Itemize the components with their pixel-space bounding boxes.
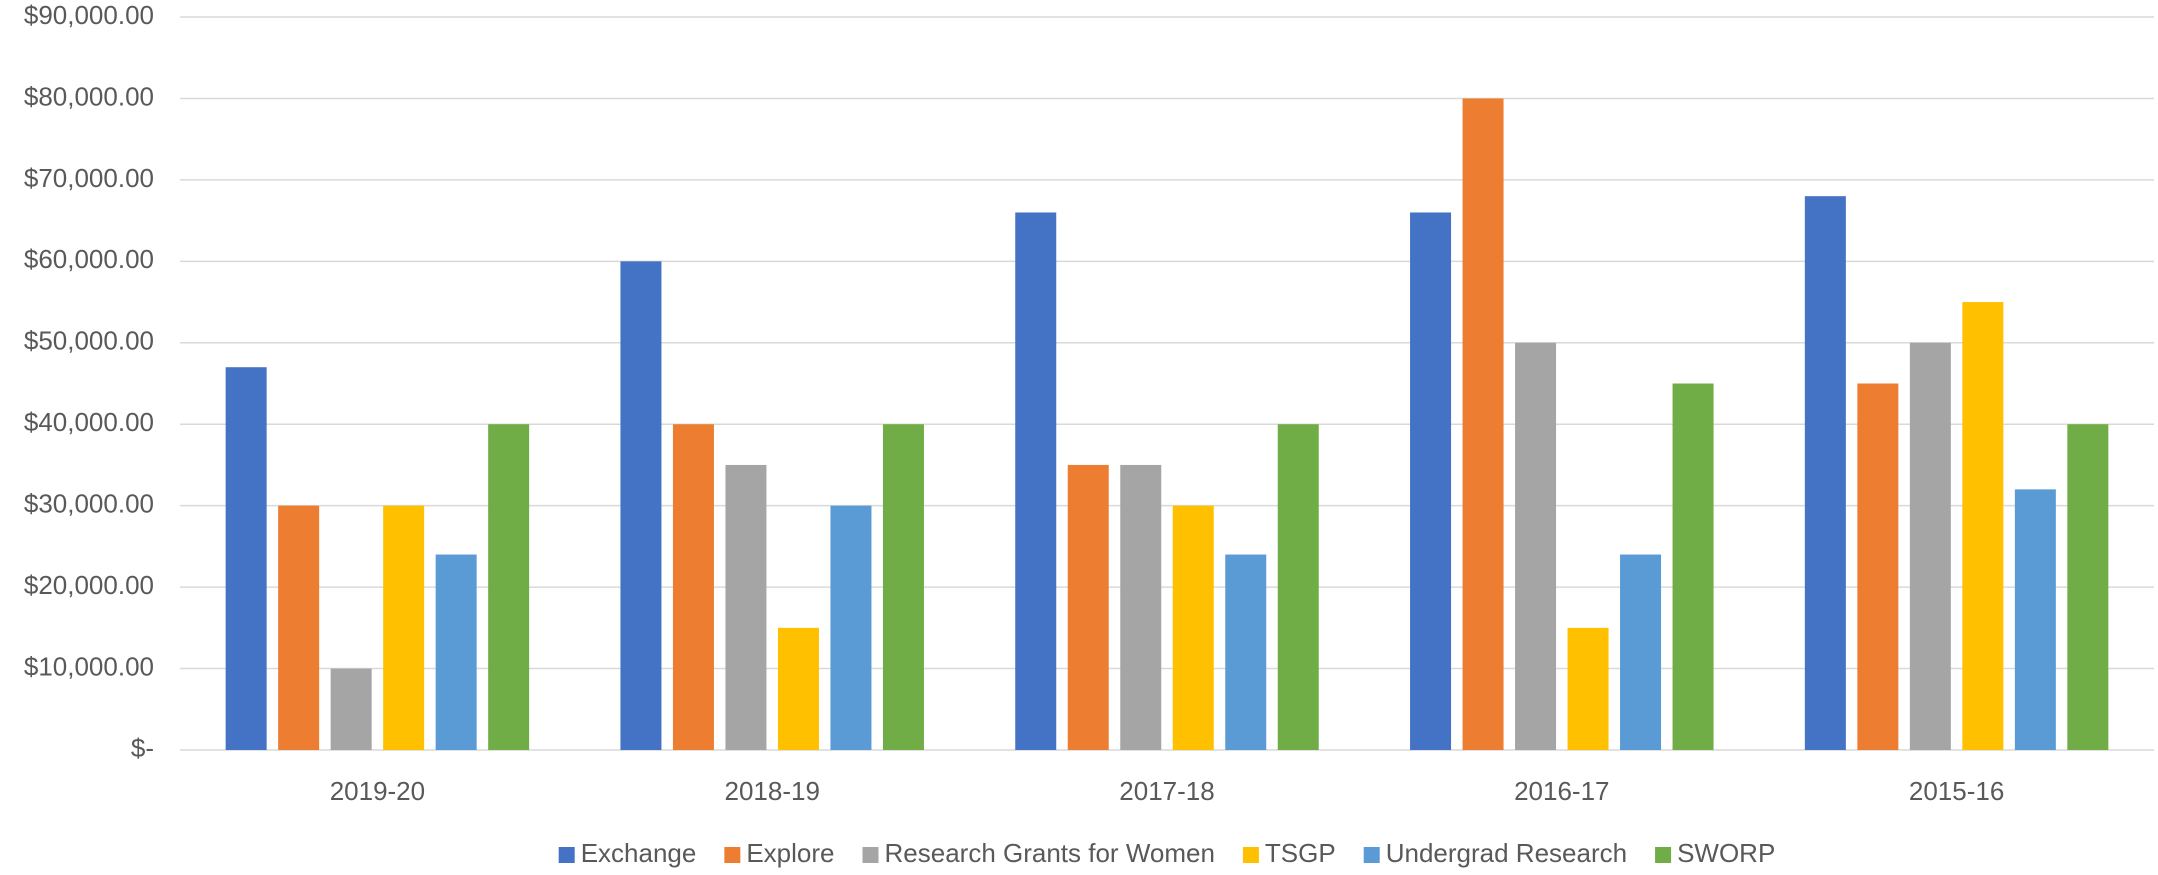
legend-label: Research Grants for Women	[885, 838, 1215, 868]
bar	[882, 424, 924, 750]
bar	[1672, 383, 1714, 750]
bar	[435, 554, 477, 750]
bar	[1804, 196, 1846, 750]
bar	[1857, 383, 1899, 750]
bar	[225, 367, 267, 750]
bar	[620, 261, 662, 750]
bar	[488, 424, 530, 750]
bar	[1277, 424, 1319, 750]
bar	[777, 627, 819, 750]
y-tick-label: $80,000.00	[24, 81, 154, 111]
y-tick-label: $20,000.00	[24, 570, 154, 600]
bar	[1620, 554, 1662, 750]
bar	[1962, 302, 2004, 750]
legend-label: TSGP	[1265, 838, 1336, 868]
legend-label: Exchange	[581, 838, 697, 868]
x-tick-label: 2018-19	[724, 776, 819, 806]
bar	[1410, 212, 1452, 750]
y-tick-label: $10,000.00	[24, 651, 154, 681]
legend-label: Undergrad Research	[1386, 838, 1627, 868]
bar	[1225, 554, 1267, 750]
bar	[2067, 424, 2109, 750]
bar	[725, 464, 767, 750]
bar	[278, 505, 320, 750]
legend-label: Explore	[746, 838, 834, 868]
y-tick-label: $50,000.00	[24, 326, 154, 356]
legend-swatch	[724, 847, 741, 863]
bar	[1567, 627, 1609, 750]
bar	[2014, 489, 2056, 750]
bar	[672, 424, 714, 750]
bar	[330, 668, 372, 750]
bar	[1067, 464, 1109, 750]
legend-swatch	[558, 847, 575, 863]
y-tick-label: $-	[131, 733, 154, 763]
y-tick-label: $30,000.00	[24, 489, 154, 519]
bar	[383, 505, 425, 750]
bar	[1515, 342, 1557, 750]
x-tick-label: 2016-17	[1514, 776, 1609, 806]
bar	[1120, 464, 1162, 750]
bar	[1172, 505, 1214, 750]
legend-swatch	[1363, 847, 1380, 863]
x-tick-label: 2017-18	[1119, 776, 1214, 806]
bar	[1909, 342, 1951, 750]
bar	[830, 505, 872, 750]
x-tick-label: 2015-16	[1909, 776, 2004, 806]
legend-swatch	[1655, 847, 1672, 863]
y-tick-label: $60,000.00	[24, 244, 154, 274]
bar	[1462, 98, 1504, 750]
legend-swatch	[1242, 847, 1259, 863]
bar	[1015, 212, 1057, 750]
y-tick-label: $70,000.00	[24, 163, 154, 193]
x-tick-label: 2019-20	[330, 776, 425, 806]
y-tick-label: $90,000.00	[24, 0, 154, 30]
legend-label: SWORP	[1677, 838, 1775, 868]
y-tick-label: $40,000.00	[24, 407, 154, 437]
legend-swatch	[862, 847, 879, 863]
